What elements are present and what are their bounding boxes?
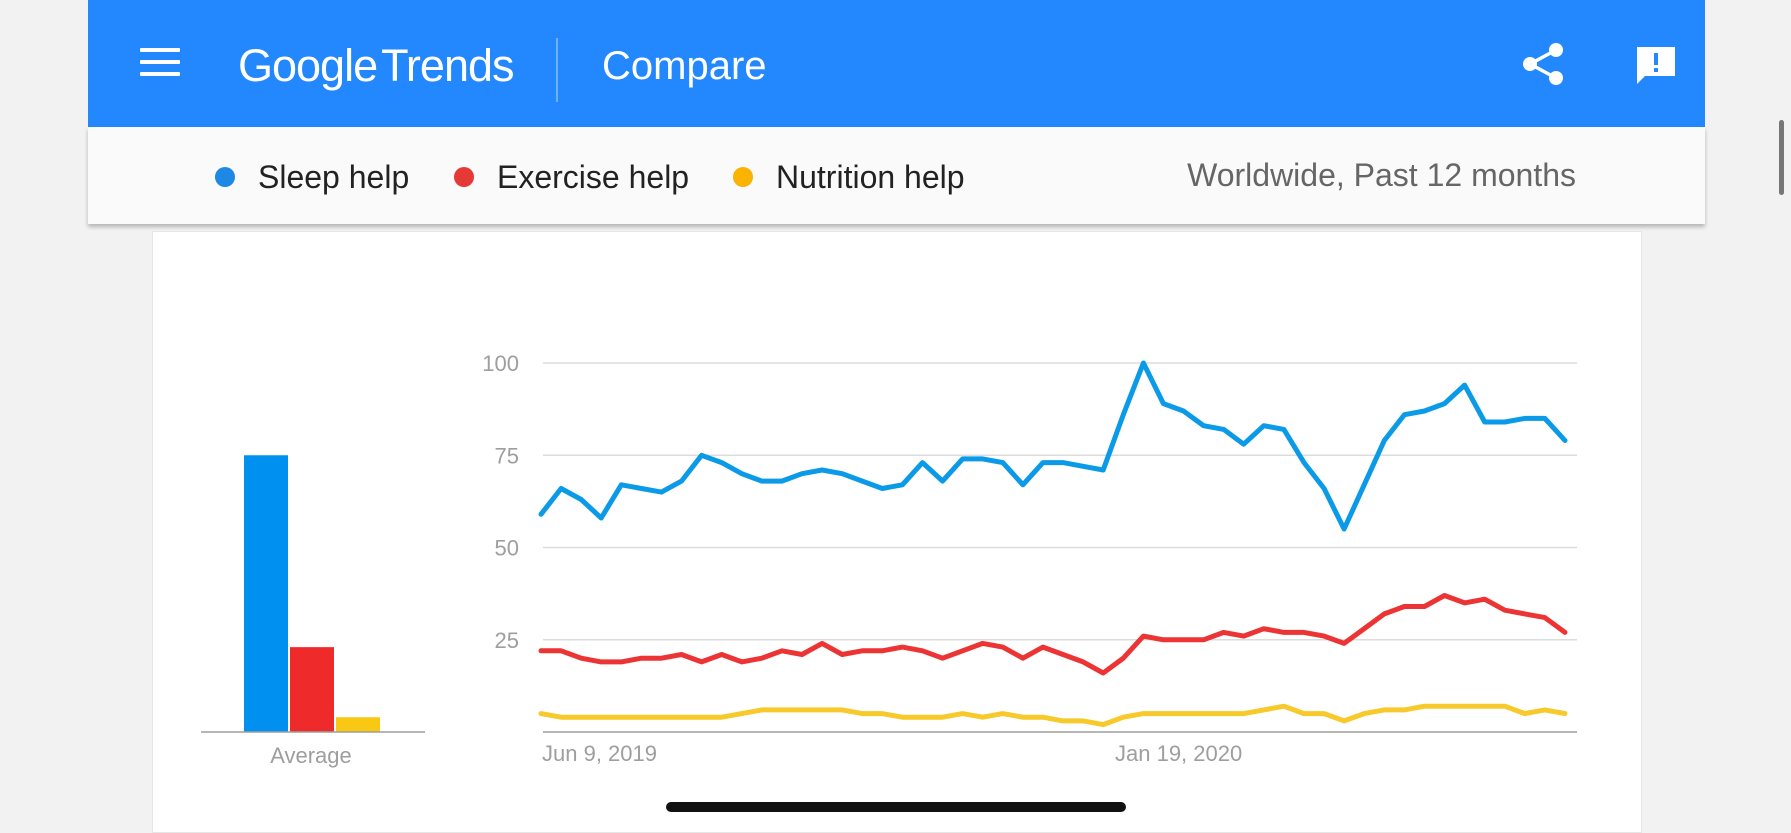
logo-google-text: Google [238,40,378,91]
scope-label[interactable]: Worldwide, Past 12 months [1187,157,1576,193]
average-bar-exercise-help[interactable] [290,647,334,732]
home-indicator[interactable] [666,802,1126,812]
feedback-icon[interactable] [1634,44,1678,86]
legend-label: Nutrition help [776,158,965,195]
average-bar-sleep-help[interactable] [244,455,288,732]
y-tick-label: 50 [495,536,519,561]
legend-label: Exercise help [497,158,690,195]
average-label: Average [270,743,352,768]
y-tick-label: 75 [495,443,519,468]
chart-card: Average 25 50 75 100 Jun 9, 2019 Jan 19, 2020 [152,231,1642,833]
y-tick-label: 100 [482,351,519,376]
legend-label: Sleep help [258,158,410,195]
logo-trends-text: Trends [381,40,514,91]
legend-bar: Sleep help Exercise help Nutrition help … [88,127,1705,224]
series-line-nutrition-help[interactable] [538,703,1568,728]
average-bar-chart: Average [201,455,425,768]
average-bar-nutrition-help[interactable] [336,717,380,732]
legend-item-exercise-help[interactable]: Exercise help [454,157,689,197]
menu-icon[interactable] [140,48,180,78]
scrollbar[interactable] [1779,120,1784,195]
legend-dot [454,167,474,187]
page-title: Compare [602,44,767,88]
series-line-exercise-help[interactable] [538,593,1568,676]
series-line-sleep-help[interactable] [538,360,1568,532]
interest-over-time-chart: 25 50 75 100 Jun 9, 2019 Jan 19, 2020 [482,351,1577,766]
legend-item-sleep-help[interactable]: Sleep help [215,157,409,197]
app-bar-divider [556,38,558,102]
legend-dot [215,167,235,187]
legend-item-nutrition-help[interactable]: Nutrition help [733,157,965,197]
y-tick-label: 25 [495,628,519,653]
x-tick-label: Jun 9, 2019 [542,741,657,766]
app-bar: GoogleTrends Compare [88,0,1705,127]
legend-dot [733,167,753,187]
google-trends-logo[interactable]: GoogleTrends [238,40,515,92]
share-icon[interactable] [1522,42,1564,86]
x-tick-label: Jan 19, 2020 [1115,741,1242,766]
